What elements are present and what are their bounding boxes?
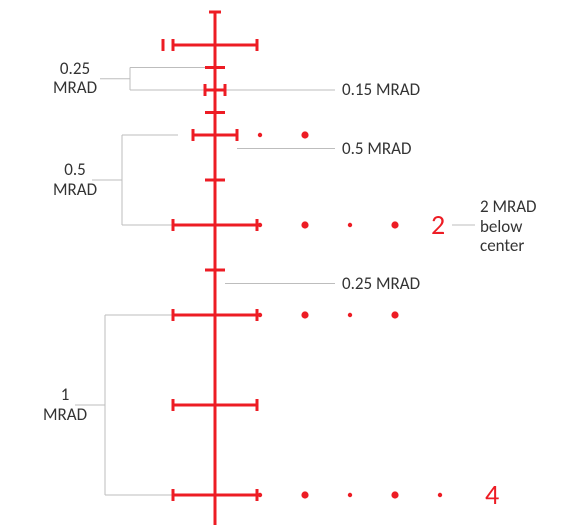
- callout-05-label: 0.5 MRAD: [342, 139, 411, 159]
- left-1-line2: MRAD: [43, 404, 87, 425]
- numeral-4: 4: [485, 477, 499, 512]
- left-025-line2: MRAD: [53, 77, 97, 98]
- numeral-2: 2: [431, 207, 445, 242]
- callout-2below-line3: center: [480, 235, 524, 256]
- callout-2below-label: 2 MRAD below center: [480, 197, 537, 256]
- left-05-label: 0.5 MRAD: [45, 160, 105, 199]
- callout-2below-line1: 2 MRAD: [480, 196, 537, 217]
- left-05-line1: 0.5: [64, 159, 86, 180]
- left-025-label: 0.25 MRAD: [45, 59, 105, 98]
- reticle-diagram: 0.15 MRAD 0.5 MRAD 0.25 MRAD 2 MRAD belo…: [0, 0, 571, 531]
- left-05-line2: MRAD: [53, 179, 97, 200]
- callout-2below-line2: below: [480, 216, 522, 237]
- callout-015-label: 0.15 MRAD: [342, 80, 420, 100]
- callout-025-label: 0.25 MRAD: [342, 274, 420, 294]
- left-025-line1: 0.25: [60, 58, 90, 79]
- left-1-label: 1 MRAD: [35, 385, 95, 424]
- left-1-line1: 1: [61, 384, 70, 405]
